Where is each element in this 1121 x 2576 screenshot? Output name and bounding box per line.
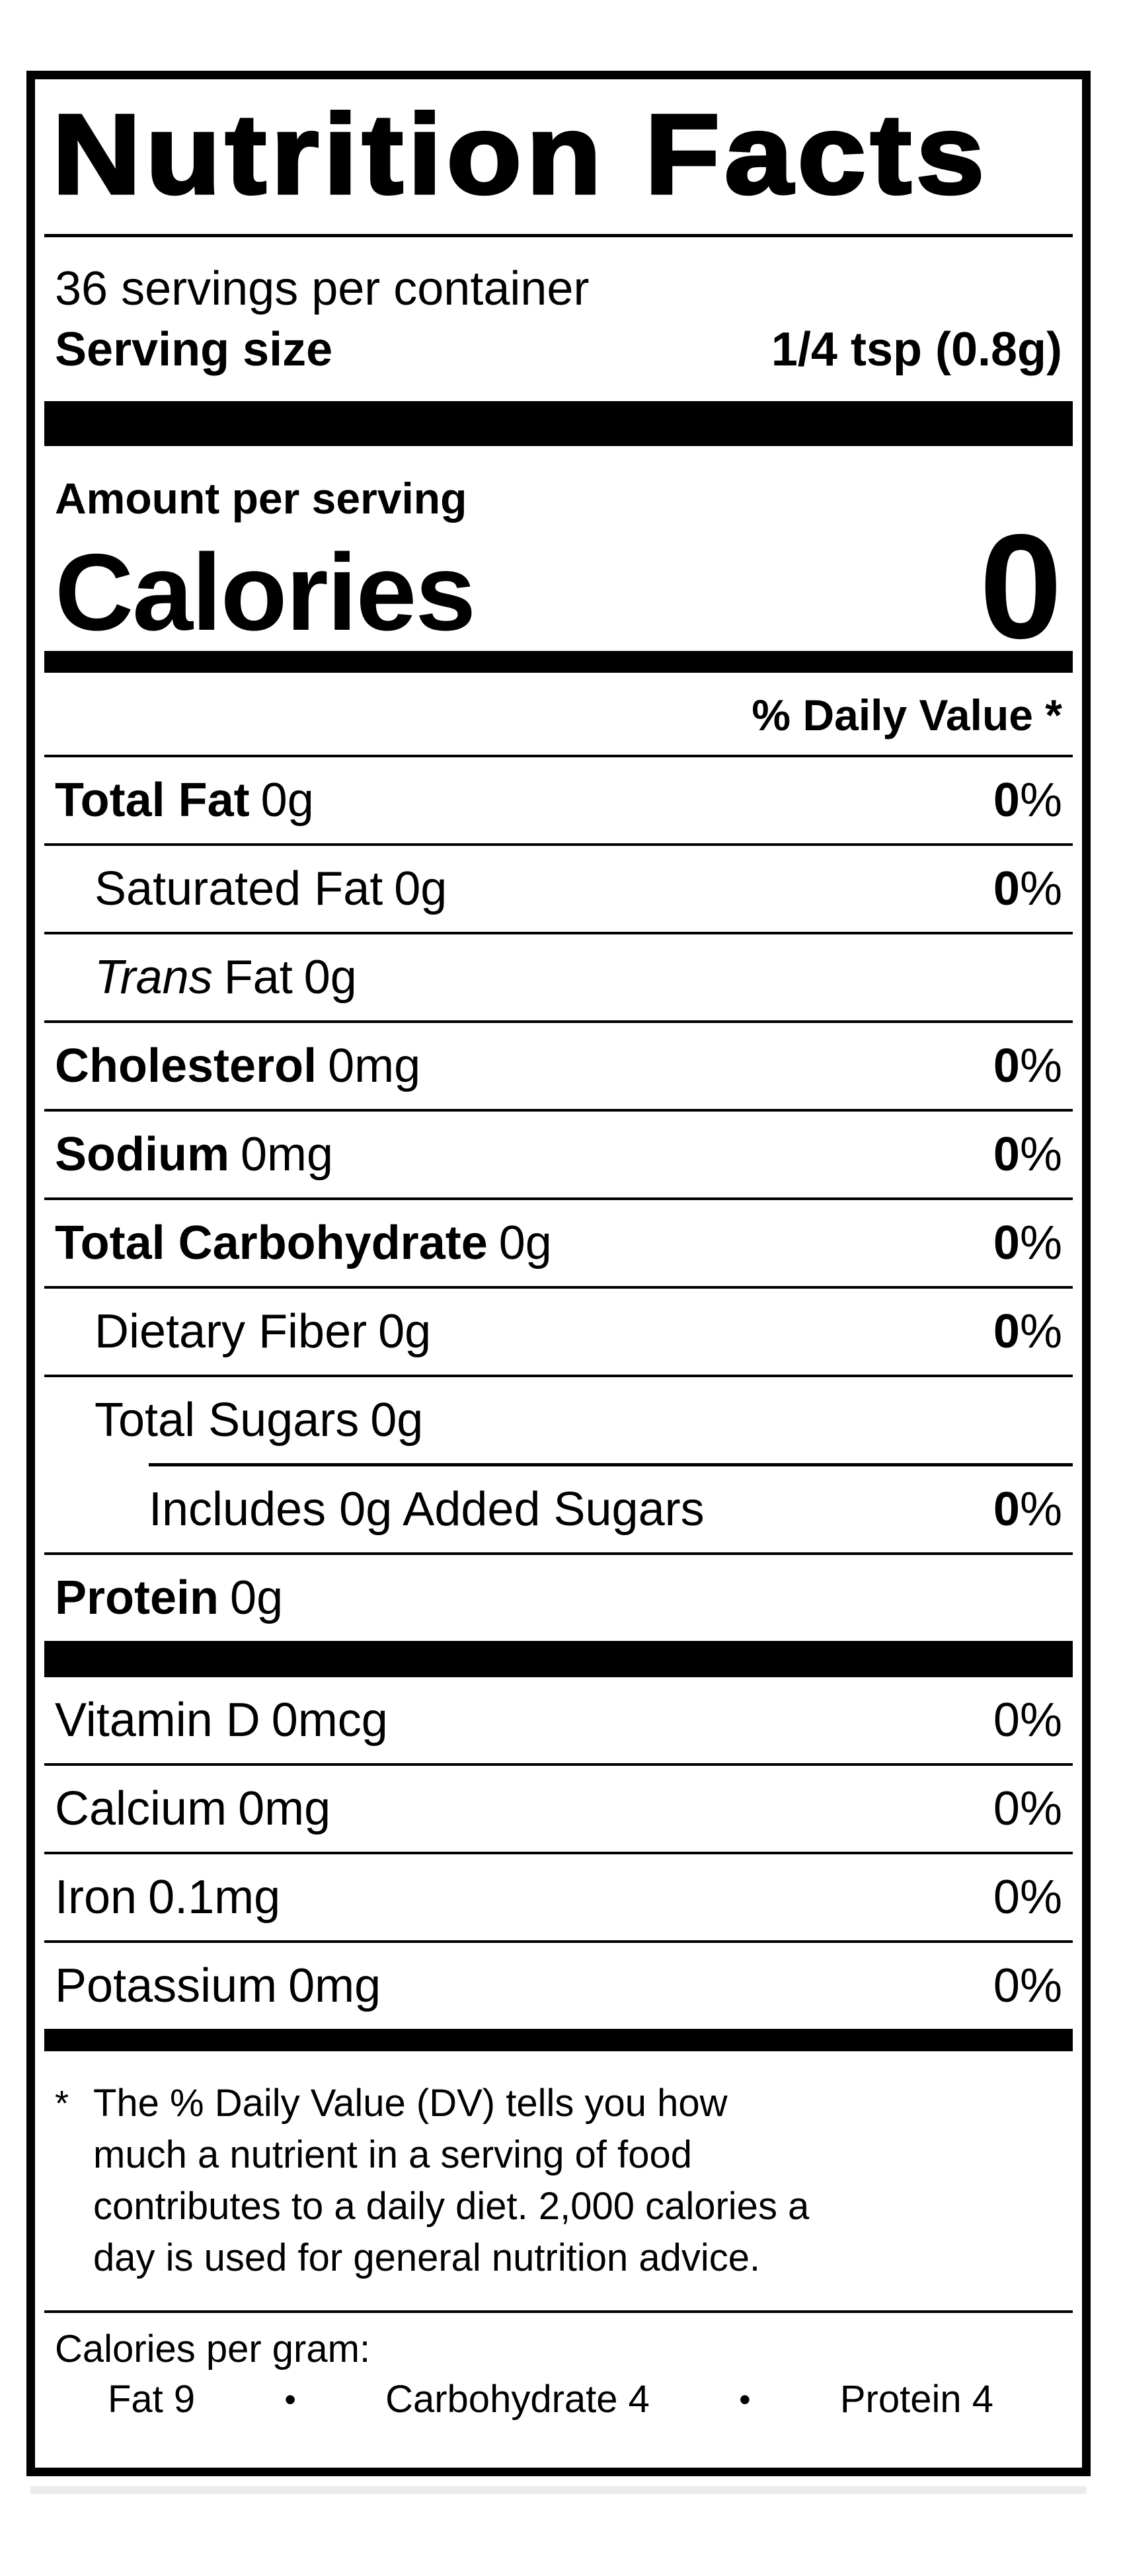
footnote-line: much a nutrient in a serving of food	[93, 2133, 692, 2176]
daily-value-header: % Daily Value *	[752, 691, 1062, 739]
nutrient-dv: 0	[993, 1305, 1020, 1358]
vitamin-dv: 0	[993, 1782, 1020, 1835]
vitamin-amount: 0.1mg	[148, 1871, 281, 1924]
serving-size-row: Serving size 1/4 tsp (0.8g)	[44, 321, 1073, 379]
label-shadow	[30, 2486, 1087, 2494]
section-bar-thick	[44, 401, 1073, 446]
calories-label: Calories	[55, 531, 476, 653]
nutrient-name: Saturated Fat	[95, 862, 383, 915]
cpg-carbohydrate: Carbohydrate 4	[385, 2378, 650, 2421]
vitamin-dv: 0	[993, 1871, 1020, 1924]
vitamin-name: Potassium	[55, 1959, 278, 2012]
nutrient-row-added-sugars: Includes 0g Added Sugars 0%	[44, 1466, 1073, 1555]
nutrient-row-sodium: Sodium 0mg 0%	[44, 1112, 1073, 1200]
footnote-line: The % Daily Value (DV) tells you how	[93, 2082, 728, 2125]
nutrient-dv: 0	[993, 1217, 1020, 1269]
calories-per-gram-row: Fat 9 • Carbohydrate 4 • Protein 4	[44, 2378, 1073, 2421]
nutrient-amount: 0g	[260, 774, 314, 827]
vitamin-dv: 0	[993, 1694, 1020, 1747]
nutrient-dv: 0	[993, 1128, 1020, 1181]
added-sugars-divider	[149, 1463, 1073, 1466]
nutrient-row-dietary-fiber: Dietary Fiber 0g 0%	[44, 1289, 1073, 1377]
section-bar-vitamins	[44, 1641, 1073, 1677]
nutrient-row-cholesterol: Cholesterol 0mg 0%	[44, 1023, 1073, 1112]
vitamin-row-calcium: Calcium 0mg 0%	[44, 1766, 1073, 1854]
vitamin-amount: 0mg	[238, 1782, 331, 1835]
calories-row: Calories 0	[44, 503, 1073, 669]
servings-per-container: 36 servings per container	[55, 262, 590, 315]
percent-sign: %	[1019, 1483, 1062, 1536]
nutrient-name: Dietary Fiber	[95, 1305, 367, 1358]
calories-per-gram-label: Calories per gram:	[55, 2328, 371, 2370]
vitamin-name: Calcium	[55, 1782, 227, 1835]
calories-value: 0	[979, 503, 1062, 669]
nutrient-row-total-fat: Total Fat 0g 0%	[44, 757, 1073, 846]
percent-sign: %	[1019, 774, 1062, 827]
nutrient-name: Sodium	[55, 1128, 229, 1181]
percent-sign: %	[1019, 1871, 1062, 1924]
footnote-asterisk: *	[55, 2084, 69, 2123]
nutrient-row-saturated-fat: Saturated Fat 0g 0%	[44, 846, 1073, 934]
footnote-divider	[44, 2310, 1073, 2313]
vitamin-name: Iron	[55, 1871, 137, 1924]
serving-size-label: Serving size	[55, 323, 333, 376]
nutrient-amount: 0g	[303, 951, 357, 1004]
nutrient-amount: 0mg	[328, 1040, 421, 1092]
nutrient-dv: 0	[993, 862, 1020, 915]
nutrient-dv: 0	[993, 1040, 1020, 1092]
bullet-icon: •	[739, 2381, 751, 2418]
section-bar-medium	[44, 651, 1073, 673]
nutrient-name: Cholesterol	[55, 1040, 317, 1092]
nutrient-amount: 0g	[378, 1305, 432, 1358]
percent-sign: %	[1019, 1305, 1062, 1358]
nutrient-amount: 0g	[230, 1572, 284, 1624]
nutrient-name: Total Carbohydrate	[55, 1217, 488, 1269]
serving-size-value: 1/4 tsp (0.8g)	[771, 323, 1062, 376]
vitamin-amount: 0mcg	[271, 1694, 388, 1747]
vitamin-row-potassium: Potassium 0mg 0%	[44, 1943, 1073, 2029]
nutrient-dv: 0	[993, 1483, 1020, 1536]
nutrition-facts-label: Nutrition Facts 36 servings per containe…	[26, 71, 1091, 2476]
section-bar-footnote	[44, 2029, 1073, 2051]
footnote-line: day is used for general nutrition advice…	[93, 2236, 761, 2279]
footnote: * The % Daily Value (DV) tells you how m…	[44, 2051, 1073, 2310]
amount-per-serving: Amount per serving	[55, 474, 467, 523]
vitamin-name: Vitamin D	[55, 1694, 260, 1747]
cpg-protein: Protein 4	[839, 2378, 993, 2421]
nutrient-row-protein: Protein 0g	[44, 1555, 1073, 1641]
bullet-icon: •	[284, 2381, 296, 2418]
footnote-line: contributes to a daily diet. 2,000 calor…	[93, 2185, 810, 2228]
vitamin-dv: 0	[993, 1959, 1020, 2012]
title-divider	[44, 234, 1073, 237]
nutrient-name: Total Sugars	[95, 1394, 360, 1447]
nutrient-name: Protein	[55, 1572, 219, 1624]
divider	[44, 755, 1073, 757]
nutrient-amount: 0mg	[241, 1128, 334, 1181]
vitamin-amount: 0mg	[288, 1959, 381, 2012]
label-title: Nutrition Facts	[51, 91, 989, 218]
percent-sign: %	[1019, 1959, 1062, 2012]
vitamin-row-iron: Iron 0.1mg 0%	[44, 1854, 1073, 1943]
cpg-fat: Fat 9	[108, 2378, 196, 2421]
vitamin-row-vitamin-d: Vitamin D 0mcg 0%	[44, 1677, 1073, 1766]
nutrient-name: Includes 0g Added Sugars	[149, 1483, 705, 1536]
nutrient-amount: 0g	[370, 1394, 424, 1447]
percent-sign: %	[1019, 1217, 1062, 1269]
nutrient-row-trans-fat: Trans Fat 0g	[44, 934, 1073, 1023]
nutrient-amount: 0g	[498, 1217, 552, 1269]
nutrient-row-total-carbohydrate: Total Carbohydrate 0g 0%	[44, 1200, 1073, 1289]
nutrient-amount: 0g	[394, 862, 447, 915]
nutrient-row-total-sugars: Total Sugars 0g	[44, 1377, 1073, 1463]
percent-sign: %	[1019, 1040, 1062, 1092]
percent-sign: %	[1019, 1782, 1062, 1835]
percent-sign: %	[1019, 1128, 1062, 1181]
percent-sign: %	[1019, 862, 1062, 915]
nutrient-name: Total Fat	[55, 774, 250, 827]
nutrient-name-italic: Trans	[95, 951, 213, 1004]
nutrient-name: Fat	[223, 951, 293, 1004]
nutrient-dv: 0	[993, 774, 1020, 827]
percent-sign: %	[1019, 1694, 1062, 1747]
